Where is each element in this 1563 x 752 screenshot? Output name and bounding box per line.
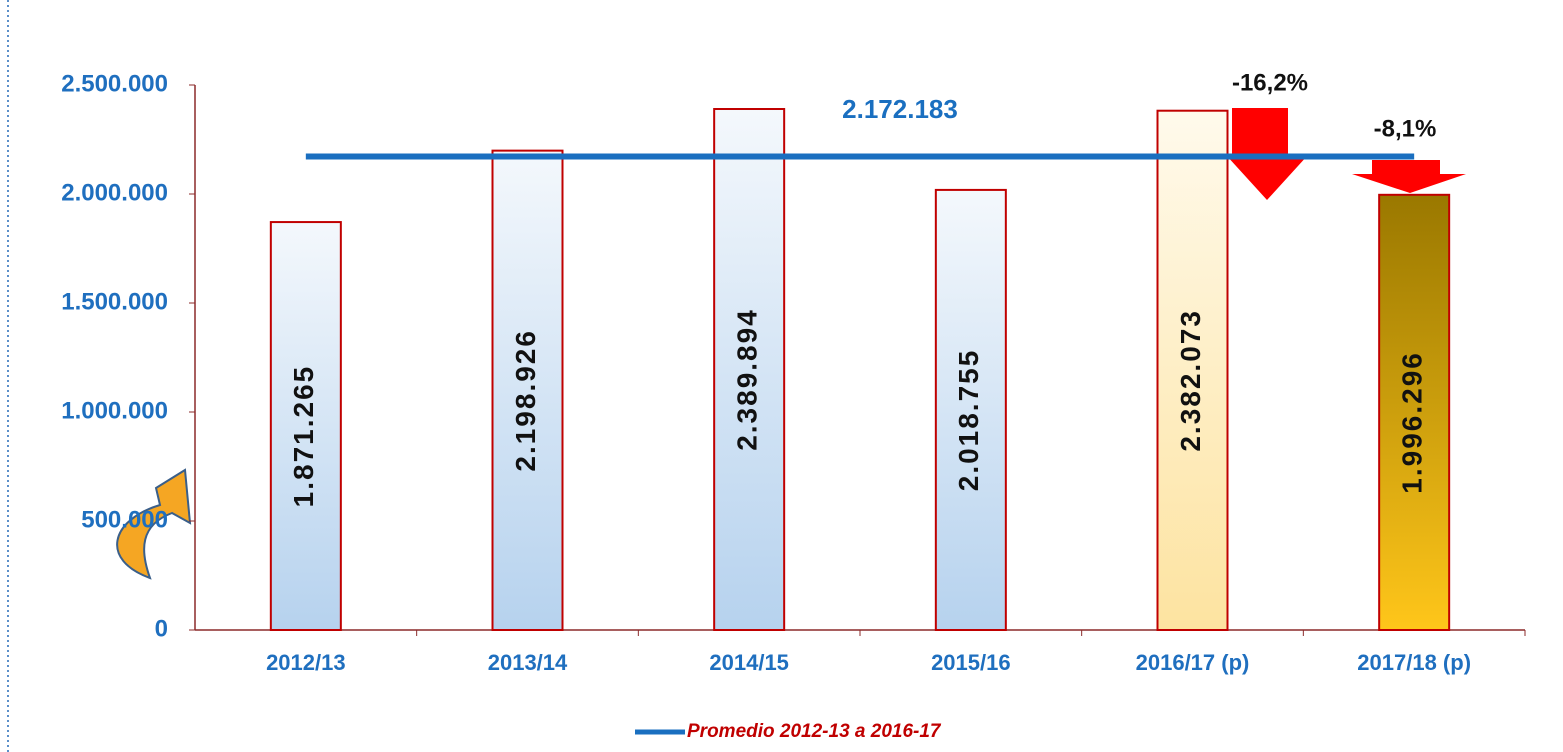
bar — [934, 188, 1007, 631]
y-tick-label: 500.000 — [81, 506, 168, 533]
annotation: -16,2% — [1232, 69, 1308, 96]
value-label: 2.018.755 — [953, 349, 984, 492]
highlight-arrow — [116, 468, 192, 580]
y-tick-label: 1.500.000 — [61, 288, 168, 315]
legend-label: Promedio 2012-13 a 2016-17 — [687, 721, 942, 742]
x-tick-label: 2013/14 — [488, 650, 568, 675]
x-tick-label: 2016/17 (p) — [1136, 650, 1250, 675]
value-label: 1.996.296 — [1397, 351, 1428, 494]
x-tick-label: 2012/13 — [266, 650, 346, 675]
y-tick-label: 2.500.000 — [61, 70, 168, 97]
bar — [269, 221, 342, 631]
bar — [713, 108, 786, 631]
y-tick-label: 2.000.000 — [61, 179, 168, 206]
bar — [491, 149, 564, 631]
x-tick-label: 2015/16 — [931, 650, 1011, 675]
x-tick-label: 2017/18 (p) — [1357, 650, 1471, 675]
bar — [1156, 109, 1229, 632]
average-label: 2.172.183 — [842, 94, 958, 124]
value-label: 2.198.926 — [510, 329, 541, 472]
value-label: 1.871.265 — [288, 365, 319, 508]
annotation: -8,1% — [1374, 115, 1437, 142]
value-label: 2.389.894 — [732, 308, 763, 451]
y-tick-label: 0 — [155, 615, 168, 642]
value-label: 2.382.073 — [1175, 309, 1206, 452]
bar — [1378, 193, 1451, 631]
decrease-arrow — [1352, 160, 1466, 193]
x-tick-label: 2014/15 — [709, 650, 789, 675]
y-tick-label: 1.000.000 — [61, 397, 168, 424]
